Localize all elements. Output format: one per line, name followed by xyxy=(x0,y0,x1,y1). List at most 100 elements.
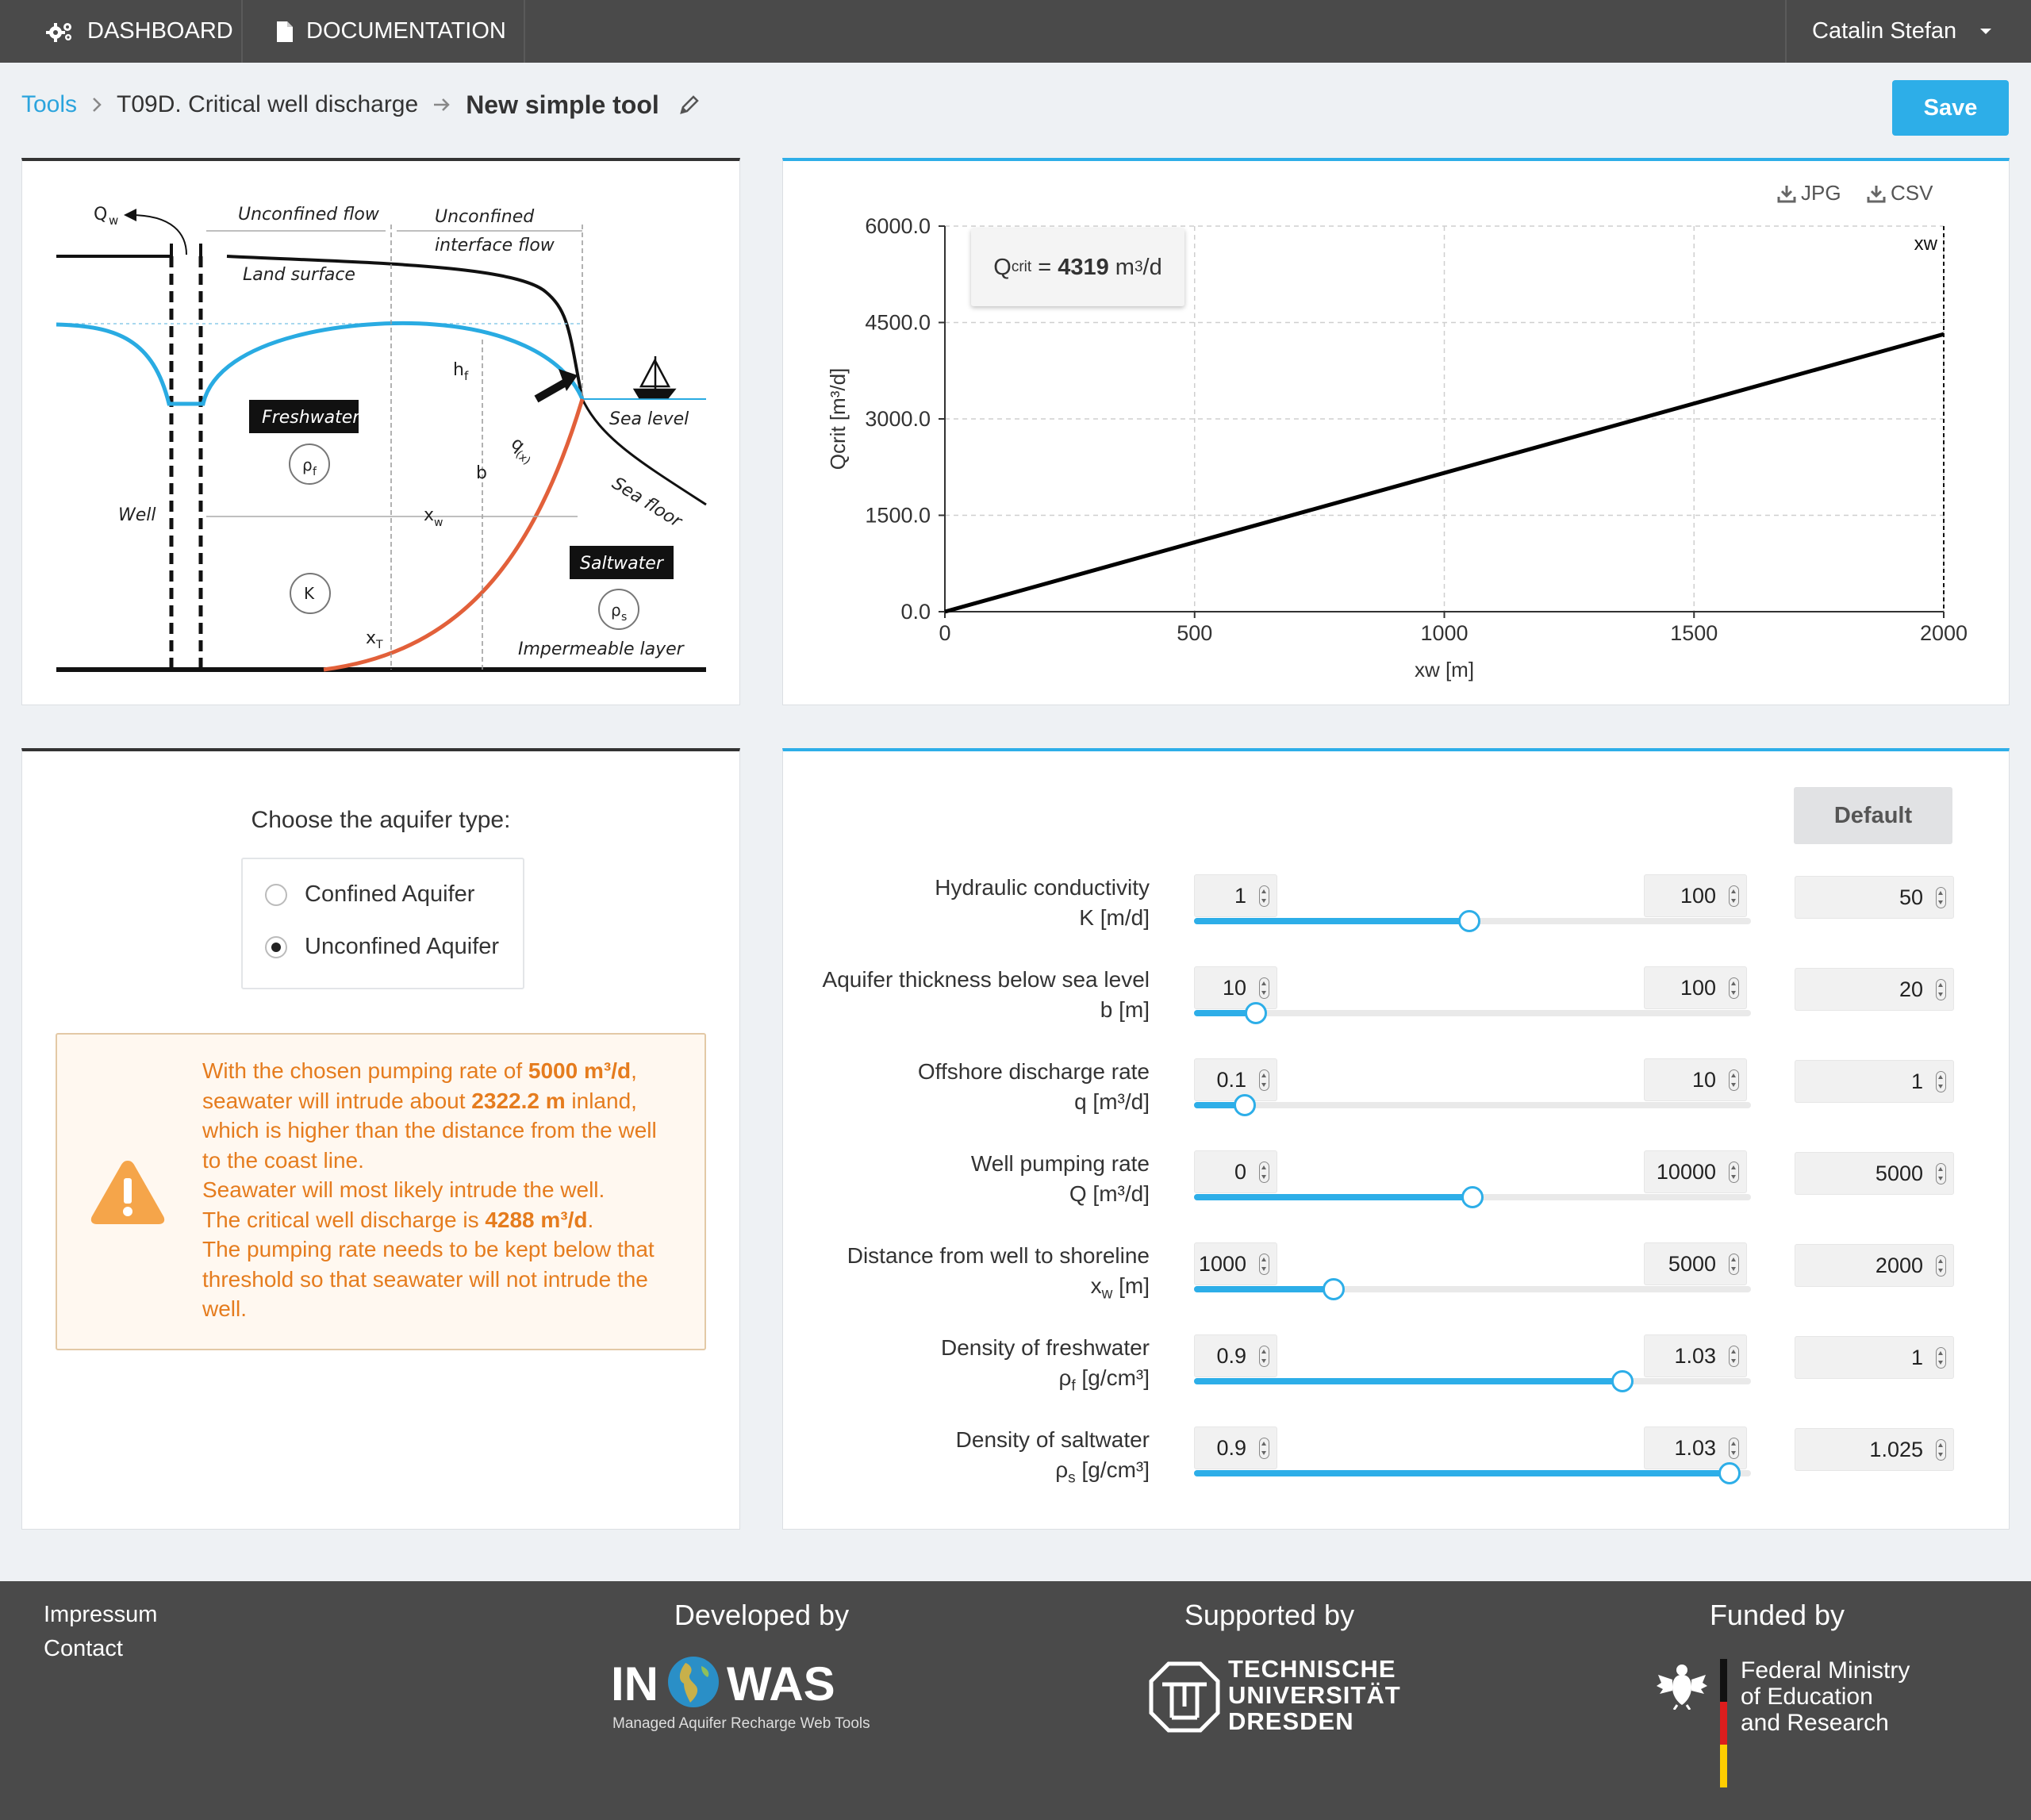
parameter-row: Hydraulic conductivity K [m/d] 1 100 50 xyxy=(783,874,2009,962)
stepper-icon[interactable] xyxy=(1729,977,1739,999)
parameter-min-input[interactable]: 10 xyxy=(1194,966,1277,1009)
globe-icon xyxy=(668,1657,719,1707)
stepper-icon[interactable] xyxy=(1729,1069,1739,1091)
slider-handle[interactable] xyxy=(1458,910,1481,932)
slider-track[interactable] xyxy=(1194,1010,1751,1016)
parameter-unit-symbol: q xyxy=(1074,1089,1087,1114)
parameter-value-input[interactable]: 50 xyxy=(1795,876,1954,919)
parameter-row: Density of saltwater ρs [g/cm³] 0.9 1.03 1.0… xyxy=(783,1426,2009,1514)
parameter-min-value: 1000 xyxy=(1198,1251,1246,1276)
stepper-icon[interactable] xyxy=(1936,1071,1946,1092)
nav-dashboard[interactable]: DASHBOARD xyxy=(46,0,233,63)
parameter-value-input[interactable]: 5000 xyxy=(1795,1152,1954,1195)
stepper-icon[interactable] xyxy=(1729,885,1739,907)
stepper-icon[interactable] xyxy=(1729,1254,1739,1275)
diagram-label-k: K xyxy=(304,584,315,603)
stepper-icon[interactable] xyxy=(1259,1438,1269,1459)
stepper-icon[interactable] xyxy=(1259,1254,1269,1275)
stepper-icon[interactable] xyxy=(1936,1163,1946,1185)
radio-unconfined-aquifer[interactable]: Unconfined Aquifer xyxy=(265,934,499,960)
chart-y-axis-label: Qcrit [m³/d] xyxy=(826,368,850,470)
stepper-icon[interactable] xyxy=(1259,1069,1269,1091)
warning-text-line: Seawater will most likely intrude the we… xyxy=(202,1177,605,1202)
parameter-slider[interactable] xyxy=(1194,1094,1751,1116)
parameter-value-input[interactable]: 1.025 xyxy=(1795,1428,1954,1471)
parameter-min-input[interactable]: 0.9 xyxy=(1194,1426,1277,1469)
slider-handle[interactable] xyxy=(1322,1278,1345,1300)
parameter-min-input[interactable]: 1000 xyxy=(1194,1242,1277,1285)
parameter-slider[interactable] xyxy=(1194,1462,1751,1484)
parameter-max-input[interactable]: 1.03 xyxy=(1644,1334,1747,1377)
slider-handle[interactable] xyxy=(1244,1002,1267,1024)
parameter-name: Offshore discharge rate xyxy=(917,1059,1150,1084)
diagram-label-saltwater: Saltwater xyxy=(580,554,665,574)
user-menu[interactable]: Catalin Stefan xyxy=(1812,0,1993,63)
parameter-value-input[interactable]: 2000 xyxy=(1795,1244,1954,1287)
inowas-logo-in: IN xyxy=(611,1657,658,1711)
slider-handle[interactable] xyxy=(1461,1186,1484,1208)
stepper-icon[interactable] xyxy=(1729,1161,1739,1183)
breadcrumb-tools-link[interactable]: Tools xyxy=(21,91,78,117)
parameter-unit: ρf [g/cm³] xyxy=(783,1363,1150,1402)
parameter-current-value: 1 xyxy=(1910,1345,1923,1369)
default-button[interactable]: Default xyxy=(1794,787,1952,844)
parameter-unit: Q [m³/d] xyxy=(783,1179,1150,1218)
stepper-icon[interactable] xyxy=(1259,1161,1269,1183)
radio-confined-aquifer[interactable]: Confined Aquifer xyxy=(265,881,474,908)
parameter-max-input[interactable]: 100 xyxy=(1644,966,1747,1009)
stepper-icon[interactable] xyxy=(1936,1439,1946,1461)
parameter-max-input[interactable]: 10 xyxy=(1644,1058,1747,1101)
stepper-icon[interactable] xyxy=(1936,979,1946,1000)
warning-text-line: to the coast line. xyxy=(202,1147,364,1173)
download-jpg-button[interactable]: JPG xyxy=(1777,181,1841,205)
parameter-value-input[interactable]: 1 xyxy=(1795,1336,1954,1379)
slider-handle[interactable] xyxy=(1611,1370,1634,1392)
parameter-label: Aquifer thickness below sea level b [m] xyxy=(783,965,1150,1034)
parameter-label: Well pumping rate Q [m³/d] xyxy=(783,1149,1150,1218)
stepper-icon[interactable] xyxy=(1936,1255,1946,1277)
parameter-min-input[interactable]: 1 xyxy=(1194,874,1277,917)
radio-button-selected[interactable] xyxy=(265,935,287,958)
stepper-icon[interactable] xyxy=(1936,887,1946,908)
stepper-icon[interactable] xyxy=(1259,1346,1269,1367)
parameter-slider[interactable] xyxy=(1194,1002,1751,1024)
parameter-max-value: 100 xyxy=(1680,975,1716,1000)
footer-developed-by: Developed by xyxy=(674,1599,850,1631)
warning-text-line: threshold so that seawater will not intr… xyxy=(202,1266,648,1292)
stepper-icon[interactable] xyxy=(1936,1347,1946,1369)
parameter-slider[interactable] xyxy=(1194,1370,1751,1392)
slider-track[interactable] xyxy=(1194,1102,1751,1108)
radio-button[interactable] xyxy=(265,883,287,906)
parameter-max-input[interactable]: 10000 xyxy=(1644,1150,1747,1193)
stepper-icon[interactable] xyxy=(1729,1438,1739,1459)
download-icon xyxy=(1867,185,1886,202)
parameter-max-input[interactable]: 5000 xyxy=(1644,1242,1747,1285)
download-csv-button[interactable]: CSV xyxy=(1867,181,1933,205)
parameter-slider[interactable] xyxy=(1194,910,1751,932)
parameter-min-input[interactable]: 0.9 xyxy=(1194,1334,1277,1377)
footer-impressum-link[interactable]: Impressum xyxy=(44,1602,158,1627)
parameter-slider[interactable] xyxy=(1194,1278,1751,1300)
save-button[interactable]: Save xyxy=(1892,80,2009,136)
tooltip-value: 4319 xyxy=(1058,254,1109,280)
chart-panel: JPG CSV 0 500 1000 1500 2000 0.0 1500.0 3000.0 4… xyxy=(782,158,2010,705)
parameter-slider[interactable] xyxy=(1194,1186,1751,1208)
pencil-icon[interactable] xyxy=(678,94,701,116)
stepper-icon[interactable] xyxy=(1729,1346,1739,1367)
parameter-max-input[interactable]: 100 xyxy=(1644,874,1747,917)
parameter-min-input[interactable]: 0 xyxy=(1194,1150,1277,1193)
nav-documentation[interactable]: DOCUMENTATION xyxy=(276,0,506,63)
parameter-min-input[interactable]: 0.1 xyxy=(1194,1058,1277,1101)
radio-label: Unconfined Aquifer xyxy=(305,934,500,959)
parameter-value-input[interactable]: 20 xyxy=(1795,968,1954,1011)
stepper-icon[interactable] xyxy=(1259,977,1269,999)
inowas-tagline: Managed Aquifer Recharge Web Tools xyxy=(612,1715,870,1732)
slider-handle[interactable] xyxy=(1233,1094,1256,1116)
bmbf-text: Federal Ministry of Education and Resear… xyxy=(1741,1657,1910,1736)
stepper-icon[interactable] xyxy=(1259,885,1269,907)
slider-track[interactable] xyxy=(1194,1286,1751,1292)
slider-handle[interactable] xyxy=(1718,1462,1741,1484)
footer-contact-link[interactable]: Contact xyxy=(44,1636,123,1661)
top-navbar: DASHBOARD DOCUMENTATION Catalin Stefan xyxy=(0,0,2031,63)
parameter-value-input[interactable]: 1 xyxy=(1795,1060,1954,1103)
